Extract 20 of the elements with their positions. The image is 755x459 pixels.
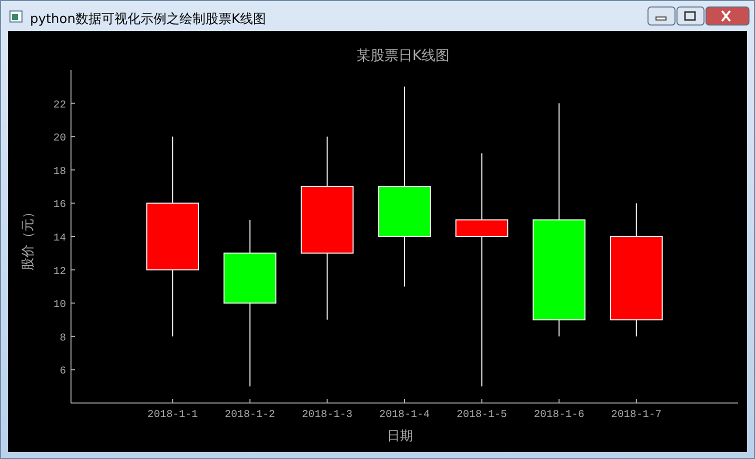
x-tick-label: 2018-1-1 xyxy=(147,409,198,421)
y-tick-label: 12 xyxy=(53,266,66,278)
x-tick-label: 2018-1-4 xyxy=(379,409,430,421)
y-tick-label: 20 xyxy=(53,132,66,145)
y-tick-label: 14 xyxy=(53,232,66,244)
x-tick-label: 2018-1-2 xyxy=(224,409,276,421)
y-tick-label: 16 xyxy=(53,199,66,212)
y-tick-label: 22 xyxy=(53,99,66,112)
x-tick-label: 2018-1-7 xyxy=(611,409,662,421)
chart-title: 某股票日K线图 xyxy=(356,48,450,64)
y-tick-label: 18 xyxy=(53,166,66,178)
x-tick-label: 2018-1-6 xyxy=(534,409,584,421)
y-tick-label: 8 xyxy=(60,332,66,344)
x-tick-label: 2018-1-3 xyxy=(302,409,352,421)
y-axis-title: 股价（元） xyxy=(21,206,36,270)
x-axis-title: 日期 xyxy=(387,429,413,444)
x-tick-label: 2018-1-5 xyxy=(456,409,507,421)
y-tick-label: 10 xyxy=(53,299,66,312)
text: python数据可视化示例之绘制股票K线图 xyxy=(30,12,266,27)
y-tick-label: 6 xyxy=(60,366,66,378)
